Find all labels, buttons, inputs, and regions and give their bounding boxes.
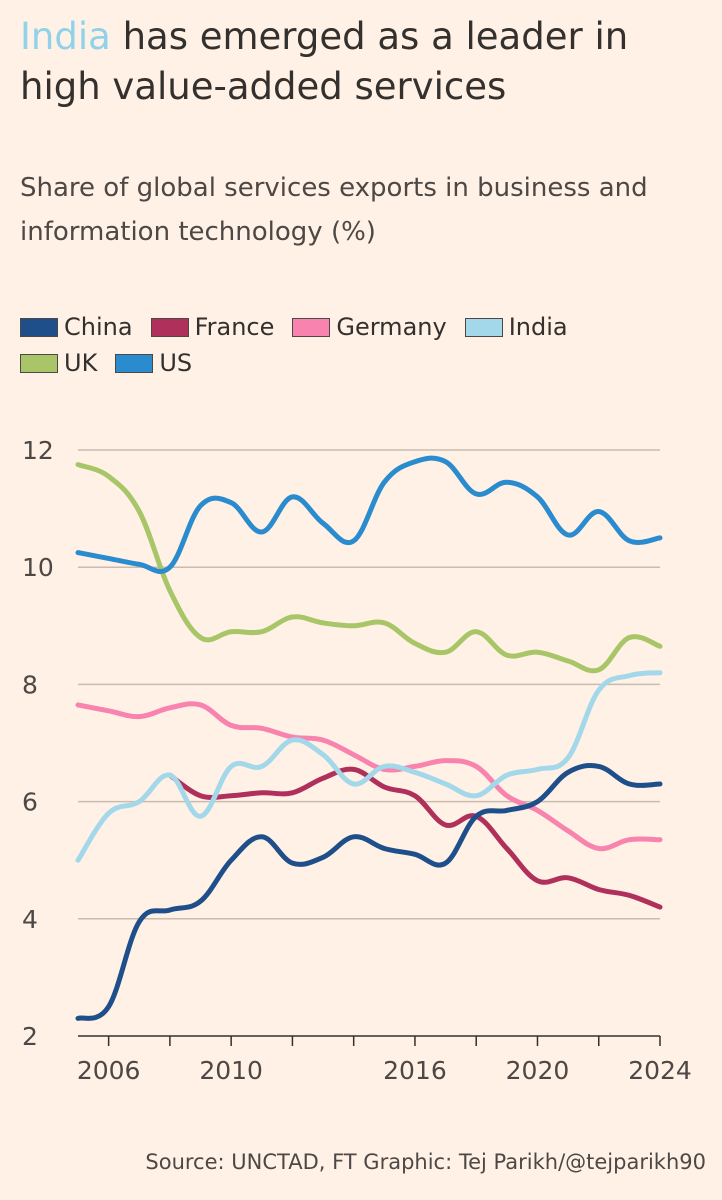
- legend-label-france: France: [194, 313, 275, 341]
- y-tick-label-4: 4: [22, 905, 38, 934]
- x-tick-label-2024: 2024: [628, 1056, 692, 1085]
- legend-item-uk: UK: [20, 349, 97, 377]
- legend-item-us: US: [115, 349, 192, 377]
- legend-swatch-india: [464, 317, 503, 337]
- y-tick-label-12: 12: [22, 436, 54, 465]
- chart-subtitle: Share of global services exports in busi…: [20, 173, 648, 247]
- x-tick-label-2006: 2006: [77, 1056, 141, 1085]
- title-highlight: India: [20, 15, 111, 58]
- series-line-us: [75, 455, 663, 574]
- line-chart: 2 4 6 8 10 12 2006 2010 2016 2020 2024: [22, 436, 692, 1085]
- legend-swatch-us: [115, 353, 154, 373]
- y-tick-label-10: 10: [22, 553, 54, 582]
- series-line-uk: [75, 462, 663, 674]
- legend-row-2: UK US: [20, 345, 710, 381]
- title-rest: has emerged as a leader in high value-ad…: [20, 15, 629, 108]
- legend: China France Germany India UK US: [20, 309, 710, 381]
- legend-swatch-uk: [20, 353, 58, 373]
- legend-label-india: India: [508, 313, 568, 341]
- series-line-india: [75, 670, 663, 863]
- legend-item-germany: Germany: [292, 313, 447, 341]
- legend-item-india: India: [464, 313, 568, 341]
- legend-swatch-china: [20, 317, 58, 337]
- y-tick-label-2: 2: [22, 1022, 38, 1051]
- x-tick-label-2010: 2010: [199, 1056, 263, 1085]
- legend-swatch-germany: [292, 317, 331, 337]
- legend-label-us: US: [159, 349, 193, 377]
- series-line-china: [75, 763, 663, 1021]
- x-tick-label-2020: 2020: [506, 1056, 570, 1085]
- y-tick-label-8: 8: [22, 670, 38, 699]
- legend-label-china: China: [64, 313, 133, 341]
- legend-label-uk: UK: [64, 349, 98, 377]
- legend-label-germany: Germany: [336, 313, 447, 341]
- legend-row-1: China France Germany India: [20, 309, 710, 345]
- x-tick-label-2016: 2016: [383, 1056, 447, 1085]
- chart-title: India has emerged as a leader in high va…: [20, 12, 710, 112]
- series-line-france: [167, 766, 663, 910]
- legend-swatch-france: [150, 317, 189, 337]
- legend-item-china: China: [20, 313, 133, 341]
- source-note: Source: UNCTAD, FT Graphic: Tej Parikh/@…: [145, 1150, 706, 1174]
- y-tick-label-6: 6: [22, 788, 38, 817]
- legend-item-france: France: [150, 313, 275, 341]
- series-line-germany: [75, 701, 663, 852]
